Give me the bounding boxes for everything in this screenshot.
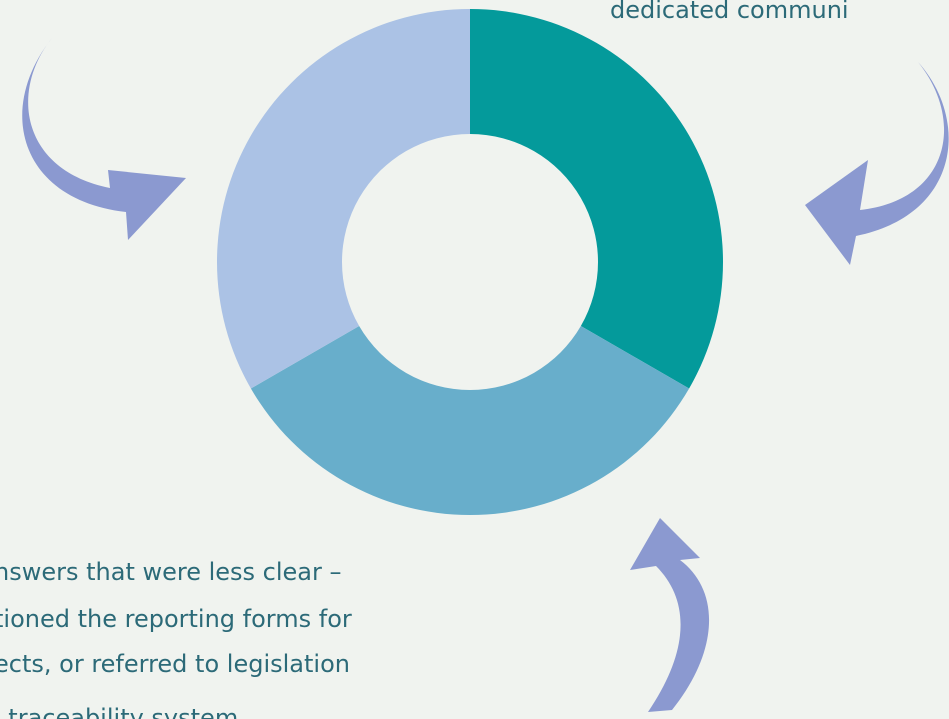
arrow-bottom — [630, 518, 710, 712]
annotation: l traceability system — [0, 704, 238, 719]
annotation: tioned the reporting forms for — [0, 605, 352, 633]
annotation: dedicated communi — [610, 0, 849, 24]
donut-segment — [250, 326, 690, 515]
arrow-left — [22, 38, 186, 240]
donut — [216, 9, 723, 515]
arrow-right — [805, 62, 949, 265]
donut-segment — [216, 9, 470, 389]
annotation: nswers that were less clear – — [0, 558, 342, 586]
annotation: ects, or referred to legislation — [0, 650, 350, 678]
arrows — [22, 38, 949, 712]
donut-segment — [470, 9, 723, 389]
